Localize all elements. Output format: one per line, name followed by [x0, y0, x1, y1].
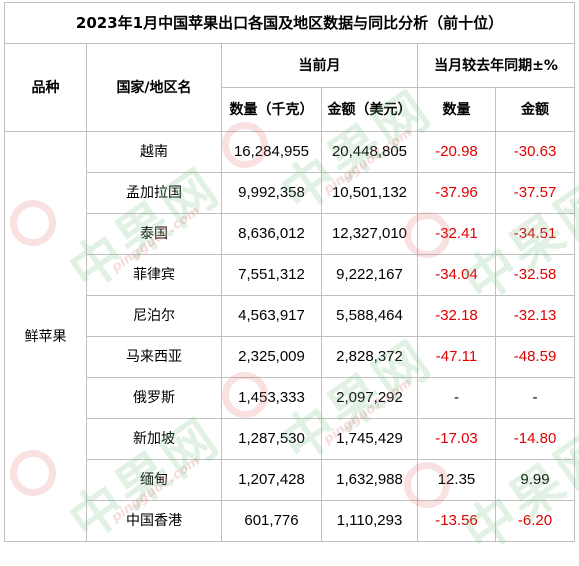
variety-cell: 鲜苹果 [4, 131, 87, 542]
quantity-cell: 9,992,358 [221, 172, 322, 214]
table-row: 尼泊尔 4,563,917 5,588,464 -32.18 -32.13 [5, 295, 576, 337]
header-quantity: 数量（千克） [221, 87, 322, 132]
yoy-quantity-cell: -32.18 [417, 295, 496, 337]
yoy-quantity-cell: -37.96 [417, 172, 496, 214]
amount-cell: 12,327,010 [321, 213, 418, 255]
quantity-cell: 7,551,312 [221, 254, 322, 296]
amount-cell: 1,745,429 [321, 418, 418, 460]
country-cell: 马来西亚 [86, 336, 222, 378]
table-row: 孟加拉国 9,992,358 10,501,132 -37.96 -37.57 [5, 172, 576, 214]
yoy-amount-cell: -34.51 [494, 213, 576, 255]
yoy-amount-cell: - [494, 377, 576, 419]
amount-cell: 1,110,293 [321, 500, 418, 542]
header-yoy: 当月较去年同期±% [416, 43, 576, 88]
country-cell: 俄罗斯 [86, 377, 222, 419]
yoy-quantity-cell: -20.98 [417, 131, 496, 173]
yoy-amount-cell: -37.57 [494, 172, 576, 214]
quantity-cell: 1,287,530 [221, 418, 322, 460]
amount-cell: 10,501,132 [321, 172, 418, 214]
amount-cell: 1,632,988 [321, 459, 418, 501]
header-variety: 品种 [4, 43, 87, 132]
yoy-quantity-cell: 12.35 [417, 459, 496, 501]
amount-cell: 5,588,464 [321, 295, 418, 337]
table-title: 2023年1月中国苹果出口各国及地区数据与同比分析（前十位） [3, 2, 576, 44]
header-country: 国家/地区名 [86, 43, 222, 132]
yoy-quantity-cell: - [417, 377, 496, 419]
country-cell: 尼泊尔 [86, 295, 222, 337]
table-row: 马来西亚 2,325,009 2,828,372 -47.11 -48.59 [5, 336, 576, 378]
data-sheet: 2023年1月中国苹果出口各国及地区数据与同比分析（前十位） 品种 国家/地区名… [3, 2, 579, 565]
amount-cell: 20,448,805 [321, 131, 418, 173]
country-cell: 菲律宾 [86, 254, 222, 296]
header-yoy-quantity: 数量 [417, 87, 496, 132]
yoy-quantity-cell: -13.56 [417, 500, 496, 542]
quantity-cell: 4,563,917 [221, 295, 322, 337]
quantity-cell: 2,325,009 [221, 336, 322, 378]
amount-cell: 2,097,292 [321, 377, 418, 419]
yoy-quantity-cell: -32.41 [417, 213, 496, 255]
table-row: 新加坡 1,287,530 1,745,429 -17.03 -14.80 [5, 418, 576, 460]
country-cell: 泰国 [86, 213, 222, 255]
country-cell: 孟加拉国 [86, 172, 222, 214]
quantity-cell: 1,207,428 [221, 459, 322, 501]
yoy-quantity-cell: -17.03 [417, 418, 496, 460]
country-cell: 缅甸 [86, 459, 222, 501]
yoy-amount-cell: -30.63 [494, 131, 576, 173]
header-current-month: 当前月 [221, 43, 418, 88]
table-row: 中国香港 601,776 1,110,293 -13.56 -6.20 [5, 500, 576, 542]
apple-export-table: 2023年1月中国苹果出口各国及地区数据与同比分析（前十位） 品种 国家/地区名… [3, 2, 576, 542]
country-cell: 越南 [86, 131, 222, 173]
yoy-amount-cell: -14.80 [494, 418, 576, 460]
amount-cell: 9,222,167 [321, 254, 418, 296]
quantity-cell: 601,776 [221, 500, 322, 542]
header-amount: 金额（美元） [321, 87, 418, 132]
header-yoy-amount: 金额 [494, 87, 576, 132]
quantity-cell: 16,284,955 [221, 131, 322, 173]
country-cell: 新加坡 [86, 418, 222, 460]
table-row: 鲜苹果 越南 16,284,955 20,448,805 -20.98 -30.63 [4, 131, 576, 542]
yoy-quantity-cell: -47.11 [417, 336, 496, 378]
yoy-amount-cell: -6.20 [494, 500, 576, 542]
country-cell: 中国香港 [86, 500, 222, 542]
yoy-amount-cell: -48.59 [494, 336, 576, 378]
quantity-cell: 1,453,333 [221, 377, 322, 419]
amount-cell: 2,828,372 [321, 336, 418, 378]
yoy-quantity-cell: -34.04 [417, 254, 496, 296]
yoy-amount-cell: -32.13 [494, 295, 576, 337]
table-row: 泰国 8,636,012 12,327,010 -32.41 -34.51 [5, 213, 576, 255]
table-row: 缅甸 1,207,428 1,632,988 12.35 9.99 [5, 459, 576, 501]
quantity-cell: 8,636,012 [221, 213, 322, 255]
yoy-amount-cell: 9.99 [494, 459, 576, 501]
table-row: 俄罗斯 1,453,333 2,097,292- - [5, 377, 576, 419]
yoy-amount-cell: -32.58 [494, 254, 576, 296]
table-row: 菲律宾 7,551,312 9,222,167 -34.04 -32.58 [5, 254, 576, 296]
